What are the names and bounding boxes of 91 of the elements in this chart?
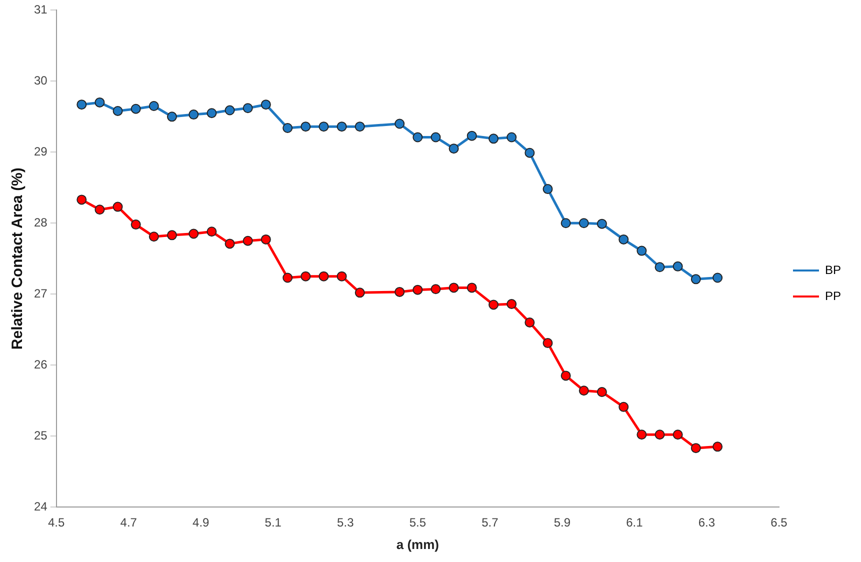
point [394,286,405,297]
y-tick-label: 25 [34,428,48,442]
point [560,218,571,228]
point [76,194,87,205]
y-axis-title: Relative Contact Area (%) [9,168,26,350]
point [354,288,365,298]
point [166,112,177,122]
point [578,386,589,396]
point [448,282,459,293]
point [506,132,517,142]
point [712,272,723,283]
point [166,230,177,240]
x-tick-label: 4.9 [192,516,210,530]
point [188,110,199,120]
x-tick-label: 5.3 [337,516,354,530]
point [448,144,459,154]
point [618,234,629,244]
point [524,317,535,328]
point [690,274,701,284]
point [636,246,647,256]
y-tick-label: 29 [34,144,48,158]
y-tick-label: 26 [34,357,48,372]
point [300,271,311,282]
point [488,300,499,310]
point [336,271,347,282]
point [336,122,347,132]
y-tick-label: 24 [34,499,48,514]
x-tick-label: 5.9 [554,516,571,530]
x-tick-label: 6.3 [698,516,716,530]
legend-label: PP [824,288,842,303]
point [466,130,477,141]
point [524,148,535,158]
point [672,261,683,272]
point [712,442,723,452]
point [466,282,477,293]
point [76,100,87,110]
y-tick-label: 30 [34,73,48,88]
point [654,430,665,440]
point [618,402,629,412]
point [596,387,607,398]
point [260,100,271,110]
point [412,284,423,295]
x-tick-label: 5.7 [482,516,499,530]
point [488,134,499,144]
point [300,122,311,132]
point [260,234,271,244]
legend-label: BP [824,262,842,277]
point [654,262,665,272]
point [672,430,683,440]
point [282,123,293,134]
point [112,202,123,212]
point [242,103,253,114]
y-tick-label: 28 [34,215,48,230]
x-tick-label: 4.5 [48,516,66,530]
point [542,338,553,348]
point [412,132,423,142]
point [542,184,553,194]
y-tick-label: 31 [34,2,48,17]
point [148,232,159,242]
point [94,97,105,108]
x-axis-title: a (mm) [396,536,439,552]
point [282,272,293,283]
point [206,108,217,118]
point [318,271,329,282]
point [224,105,235,116]
point [188,228,199,239]
point [112,106,123,116]
point [224,238,235,249]
point [94,204,105,215]
point [506,299,517,310]
x-tick-label: 6.1 [626,516,644,530]
point [206,226,217,237]
point [130,220,141,230]
point [578,218,589,228]
point [318,122,329,132]
x-tick-label: 5.1 [264,516,282,530]
point [690,443,701,454]
point [148,101,159,112]
point [596,218,607,229]
x-tick-label: 5.5 [409,516,426,530]
x-tick-label: 6.5 [770,516,788,530]
point [130,104,141,114]
point [354,122,365,132]
point [394,118,405,129]
x-tick-label: 4.7 [120,516,138,530]
point [430,132,441,142]
point [430,284,441,294]
y-tick-label: 27 [34,286,48,300]
point [560,370,571,381]
point [242,236,253,246]
point [636,430,647,440]
